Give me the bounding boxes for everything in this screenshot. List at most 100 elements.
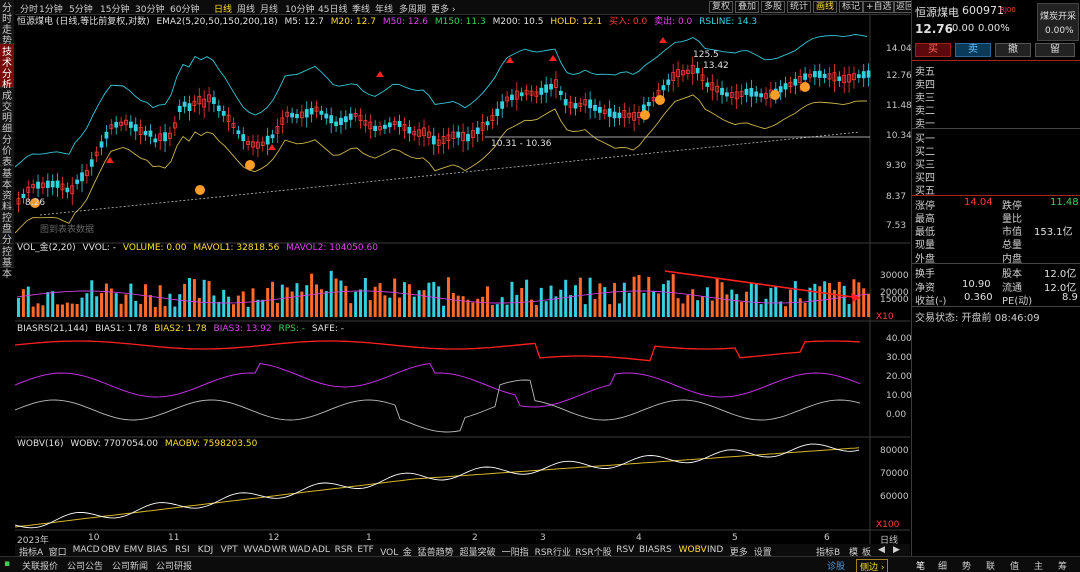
indicator-tab[interactable]: RSR bbox=[334, 545, 353, 555]
indicator-tab[interactable]: WR bbox=[271, 545, 287, 555]
board-button[interactable]: 板 bbox=[862, 548, 872, 558]
tab-main[interactable]: 主 bbox=[1034, 562, 1044, 572]
price-tick: 10.34 bbox=[886, 131, 912, 141]
indicator-tab[interactable]: 超量突破 bbox=[459, 548, 496, 558]
sector-badge[interactable]: 煤炭开采 0.00% bbox=[1037, 3, 1079, 41]
company-news-link[interactable]: 公司新闻 bbox=[112, 562, 149, 572]
indicator-tab[interactable]: OBV bbox=[101, 545, 121, 555]
indicator-tab[interactable]: 更多 bbox=[729, 548, 748, 558]
overlay-button[interactable]: 叠加 bbox=[735, 1, 760, 13]
indicator-tab[interactable]: 窗口 bbox=[48, 548, 67, 558]
kline-chart[interactable] bbox=[15, 15, 910, 545]
indicator-tab[interactable]: MACD bbox=[72, 545, 100, 555]
diagnosis-button[interactable]: 诊股 bbox=[827, 562, 846, 572]
period-daily-button[interactable]: 日线 bbox=[214, 5, 233, 15]
volume-bar bbox=[334, 278, 338, 317]
tab-prev-icon[interactable]: ◀ bbox=[878, 545, 885, 555]
volume-bar bbox=[119, 303, 123, 317]
related-quote-link[interactable]: 关联报价 bbox=[22, 562, 59, 572]
indicator-tab[interactable]: IND bbox=[707, 545, 724, 555]
indicator-tab[interactable]: 猛兽趋势 bbox=[417, 548, 454, 558]
period-30m-button[interactable]: 30分钟 bbox=[135, 5, 165, 15]
stats-button[interactable]: 统计 bbox=[787, 1, 812, 13]
tab-fundamental[interactable]: 控基本 bbox=[0, 244, 14, 280]
indicator-tab[interactable]: ETF bbox=[357, 545, 374, 555]
period-multi-button[interactable]: 多周期 bbox=[399, 5, 427, 15]
indicator-tab[interactable]: RSR个股 bbox=[575, 548, 612, 558]
indicator-tab[interactable]: WAD bbox=[289, 545, 311, 555]
indicator-tab[interactable]: 一阳指 bbox=[501, 548, 529, 558]
draw-line-button[interactable]: 画线 bbox=[813, 1, 838, 13]
period-quarter-button[interactable]: 季线 bbox=[352, 5, 371, 15]
period-year-button[interactable]: 年线 bbox=[375, 5, 394, 15]
tab-control[interactable]: 控盘分析 bbox=[0, 210, 14, 257]
indicator-tab[interactable]: EMV bbox=[123, 545, 144, 555]
company-research-link[interactable]: 公司研报 bbox=[156, 562, 193, 572]
indicator-tab[interactable]: 指标A bbox=[19, 548, 44, 558]
eps-label: 收益(-) bbox=[915, 296, 947, 307]
sell-button[interactable]: 卖 bbox=[955, 43, 991, 57]
buy-button[interactable]: 买 bbox=[915, 43, 951, 57]
volume-bar bbox=[227, 296, 231, 317]
tab-strokes[interactable]: 笔 bbox=[916, 562, 926, 572]
tab-detail[interactable]: 细 bbox=[938, 562, 948, 572]
volume-bar bbox=[793, 281, 797, 317]
watermark-text: 图到表表数据 bbox=[40, 225, 95, 235]
volume-bar bbox=[90, 280, 94, 317]
indicator-b-button[interactable]: 指标B bbox=[816, 548, 841, 558]
candle bbox=[808, 73, 812, 78]
volume-bar bbox=[51, 291, 55, 317]
indicator-tab[interactable]: VOL_金 bbox=[380, 548, 412, 558]
period-1m-button[interactable]: 1分钟 bbox=[39, 5, 63, 15]
period-15m-button[interactable]: 15分钟 bbox=[100, 5, 130, 15]
period-weekly-button[interactable]: 周线 bbox=[237, 5, 256, 15]
candle bbox=[598, 107, 602, 113]
candle bbox=[788, 82, 793, 88]
period-10m-button[interactable]: 10分钟 bbox=[285, 5, 315, 15]
tab-trend[interactable]: 势 bbox=[962, 562, 972, 572]
indicator-tab[interactable]: BIASRS bbox=[639, 545, 672, 555]
adjust-button[interactable]: 复权 bbox=[709, 1, 734, 13]
indicator-tab[interactable]: RSV bbox=[616, 545, 635, 555]
tab-value[interactable]: 值 bbox=[1010, 562, 1020, 572]
mark-button[interactable]: 标记 bbox=[839, 1, 864, 13]
tab-intraday[interactable]: 分时走势 bbox=[0, 0, 14, 47]
volume-bar bbox=[666, 280, 670, 317]
indicator-tab[interactable]: KDJ bbox=[197, 545, 214, 555]
tab-technical[interactable]: 技术分析 bbox=[0, 44, 14, 91]
volume-bar bbox=[359, 289, 362, 317]
period-more-button[interactable]: 更多 › bbox=[431, 5, 456, 15]
reserve-button[interactable]: 留 bbox=[1035, 43, 1075, 57]
tab-chips[interactable]: 筹 bbox=[1058, 562, 1068, 572]
period-minute-button[interactable]: 分时 bbox=[20, 5, 39, 15]
volume-bar bbox=[339, 280, 343, 317]
period-45d-button[interactable]: 45日线 bbox=[318, 5, 348, 15]
tab-linked[interactable]: 联 bbox=[986, 562, 996, 572]
indicator-tab[interactable]: RSR行业 bbox=[534, 548, 571, 558]
multi-stock-button[interactable]: 多股 bbox=[761, 1, 786, 13]
tab-profile[interactable]: 基本资料 bbox=[0, 166, 14, 213]
candle bbox=[607, 108, 612, 117]
tab-trades[interactable]: 成交明细 bbox=[0, 88, 14, 135]
indicator-tab[interactable]: BIAS bbox=[146, 545, 168, 555]
tab-next-icon[interactable]: ▶ bbox=[893, 545, 900, 555]
period-monthly-button[interactable]: 月线 bbox=[260, 5, 279, 15]
tab-price-table[interactable]: 分价表 bbox=[0, 132, 14, 168]
indicator-tab[interactable]: RSI bbox=[175, 545, 190, 555]
sidebar-toggle-button[interactable]: 侧边 › bbox=[856, 559, 889, 572]
period-5m-button[interactable]: 5分钟 bbox=[69, 5, 93, 15]
period-60m-button[interactable]: 60分钟 bbox=[170, 5, 200, 15]
indicator-tab[interactable]: WOBV bbox=[678, 545, 707, 555]
ma150-value: M150: 11.3 bbox=[434, 17, 486, 27]
indicator-tab[interactable]: 设置 bbox=[753, 548, 772, 558]
volume-bar bbox=[310, 273, 314, 317]
indicator-tab[interactable]: WVAD bbox=[243, 545, 271, 555]
company-notice-link[interactable]: 公司公告 bbox=[67, 562, 104, 572]
indicator-tab[interactable]: ADL bbox=[311, 545, 330, 555]
add-watchlist-button[interactable]: +自选 bbox=[863, 1, 895, 13]
candle bbox=[778, 86, 783, 93]
template-button[interactable]: 模 bbox=[849, 548, 859, 558]
candle bbox=[720, 87, 724, 95]
cancel-order-button[interactable]: 撤 bbox=[995, 43, 1031, 57]
indicator-tab[interactable]: VPT bbox=[220, 545, 238, 555]
